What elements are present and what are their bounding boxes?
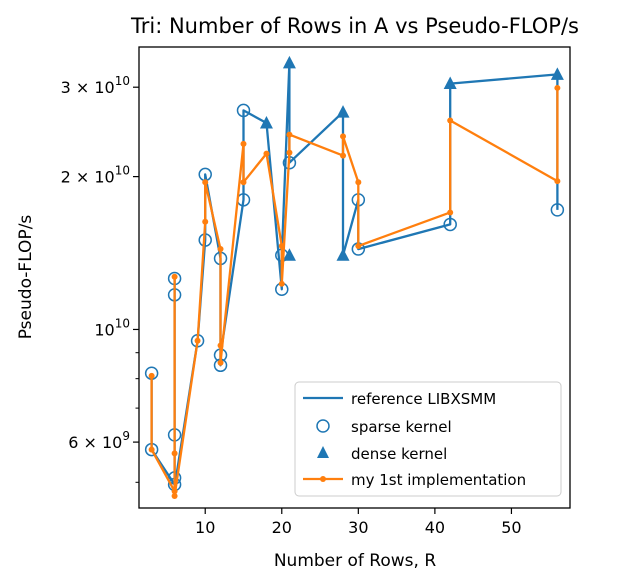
dense-kernel-point <box>282 55 296 69</box>
y-tick-label: 2 × 1010 <box>61 164 130 187</box>
sparse-kernel-point <box>550 203 565 217</box>
x-axis-label: Number of Rows, R <box>274 551 437 571</box>
x-axis-label-text: Number of Rows, R <box>274 551 437 571</box>
implementation-point <box>148 446 155 453</box>
implementation-point <box>263 150 270 157</box>
implementation-point <box>278 243 285 250</box>
implementation-point <box>554 178 561 185</box>
y-tick-label: 1010 <box>94 316 130 339</box>
chart-title: Tri: Number of Rows in A vs Pseudo-FLOP/… <box>130 14 579 38</box>
implementation-point <box>171 450 178 457</box>
sparse-kernel-point <box>236 103 251 118</box>
legend-label-reference: reference LIBXSMM <box>351 390 496 408</box>
y-tick-label: 3 × 1010 <box>61 74 130 97</box>
implementation-point <box>286 149 293 156</box>
implementation-point <box>217 359 224 366</box>
dense-kernel-point <box>336 248 350 261</box>
implementation-point <box>217 342 224 349</box>
dense-kernel-point <box>259 116 273 129</box>
implementation-point <box>171 273 178 280</box>
legend-swatch-sparse <box>316 419 330 433</box>
x-tick-label: 50 <box>501 518 521 537</box>
axis-layer: 10 20 30 40 50 6 × 109 1010 2 × 1010 3 × 1010 <box>61 74 522 537</box>
implementation-point <box>148 372 155 379</box>
x-tick-label: 30 <box>348 518 368 537</box>
dense-kernel-point <box>336 105 350 118</box>
legend-box <box>294 381 562 497</box>
dense-kernel-point <box>443 76 457 90</box>
y-axis-label: Pseudo-FLOP/s <box>16 215 36 340</box>
implementation-point <box>355 179 362 186</box>
implementation-point <box>554 84 561 91</box>
implementation-point <box>447 117 454 124</box>
implementation-point <box>278 280 285 287</box>
y-tick-label: 6 × 109 <box>68 429 130 452</box>
legend-label-dense: dense kernel <box>351 445 447 463</box>
implementation-point <box>202 179 209 186</box>
implementation-point <box>171 492 178 499</box>
x-tick-label: 10 <box>195 518 215 537</box>
dense-kernel-point <box>550 67 564 80</box>
legend-label-implementation: my 1st implementation <box>351 471 526 489</box>
implementation-point <box>194 337 201 344</box>
implementation-point <box>447 209 454 216</box>
implementation-point <box>286 131 293 138</box>
legend: reference LIBXSMM sparse kernel dense ke… <box>294 381 562 497</box>
implementation-point <box>340 152 347 159</box>
implementation-point <box>340 133 347 140</box>
series-layer <box>144 55 565 499</box>
implementation-point <box>240 140 247 147</box>
x-tick-label: 40 <box>425 518 445 537</box>
implementation-point <box>355 243 362 250</box>
implementation-point <box>202 218 209 225</box>
legend-swatch-implementation-dot <box>320 476 326 482</box>
implementation-point <box>217 246 224 253</box>
dense-kernel-point <box>282 248 296 261</box>
implementation-point <box>240 179 247 186</box>
axes-frame <box>138 46 571 509</box>
implementation-point <box>171 488 178 495</box>
legend-swatch-dense <box>317 446 329 458</box>
x-tick-label: 20 <box>272 518 292 537</box>
legend-label-sparse: sparse kernel <box>351 418 452 436</box>
sparse-kernel-point <box>443 217 457 232</box>
